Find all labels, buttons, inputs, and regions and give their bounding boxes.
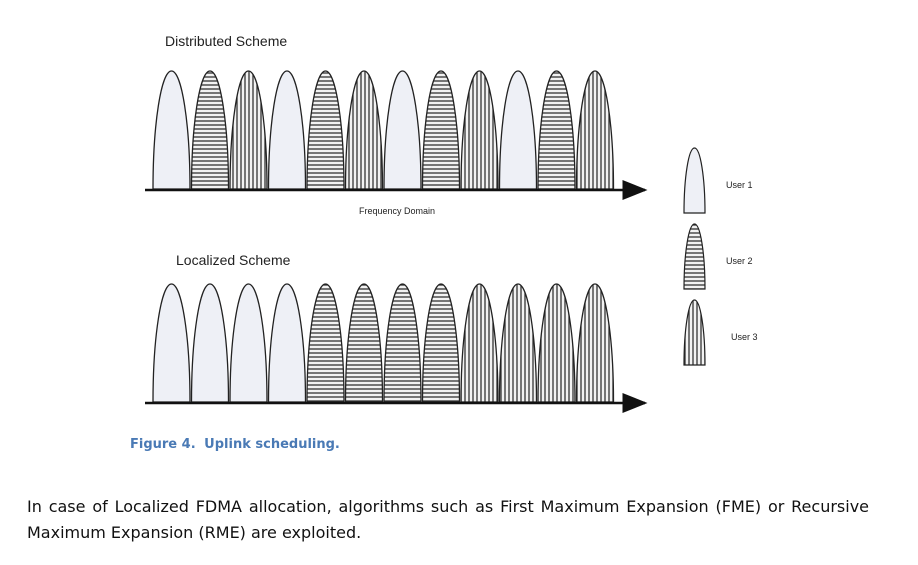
- subcarrier-lobe-user-1: [229, 283, 268, 403]
- legend-label-user-3: User 3: [731, 332, 758, 342]
- subcarrier-lobe-user-2: [383, 283, 422, 403]
- subcarrier-lobe-user-3: [344, 70, 384, 190]
- subcarrier-lobe-user-1: [152, 283, 191, 403]
- subcarrier-lobe-user-3: [537, 283, 576, 403]
- localized-scheme-title: Localized Scheme: [176, 252, 291, 268]
- legend-label-user-1: User 1: [726, 180, 753, 190]
- subcarrier-lobe-user-3: [460, 283, 499, 403]
- legend-swatch-user-1: [683, 147, 706, 214]
- legend-label-user-2: User 2: [726, 256, 753, 266]
- subcarrier-lobe-user-1: [383, 70, 422, 190]
- body-paragraph: In case of Localized FDMA allocation, al…: [27, 497, 869, 542]
- legend: User 1 User 2 User 3: [683, 147, 758, 366]
- subcarrier-lobe-user-1: [152, 70, 191, 190]
- frequency-axis-label: Frequency Domain: [359, 206, 435, 216]
- subcarrier-lobe-user-2: [421, 70, 461, 190]
- subcarrier-lobe-user-1: [498, 70, 538, 190]
- subcarrier-lobe-user-3: [229, 70, 268, 190]
- subcarrier-lobe-user-2: [306, 283, 345, 403]
- distributed-scheme-title: Distributed Scheme: [165, 33, 287, 49]
- subcarrier-lobe-user-1: [190, 283, 230, 403]
- subcarrier-lobe-user-2: [344, 283, 384, 403]
- subcarrier-lobe-user-3: [575, 283, 615, 403]
- figure-number: Figure 4.: [130, 437, 196, 452]
- figure-caption-text: Uplink scheduling.: [204, 437, 340, 452]
- subcarrier-lobe-user-3: [575, 70, 615, 190]
- subcarrier-lobe-user-3: [498, 283, 538, 403]
- subcarrier-lobe-user-3: [460, 70, 499, 190]
- subcarrier-lobe-user-2: [421, 283, 461, 403]
- distributed-lobes: [152, 70, 615, 190]
- localized-lobes: [152, 283, 615, 403]
- subcarrier-lobe-user-2: [190, 70, 230, 190]
- legend-swatch-user-3: [683, 299, 706, 366]
- legend-swatch-user-2: [683, 223, 706, 290]
- subcarrier-lobe-user-2: [537, 70, 576, 190]
- subcarrier-lobe-user-1: [267, 70, 307, 190]
- uplink-scheduling-figure: Distributed Scheme Frequency Domain Loca…: [145, 33, 758, 413]
- subcarrier-lobe-user-1: [267, 283, 307, 403]
- figure-caption: Figure 4. Uplink scheduling.: [130, 437, 340, 452]
- subcarrier-lobe-user-2: [306, 70, 345, 190]
